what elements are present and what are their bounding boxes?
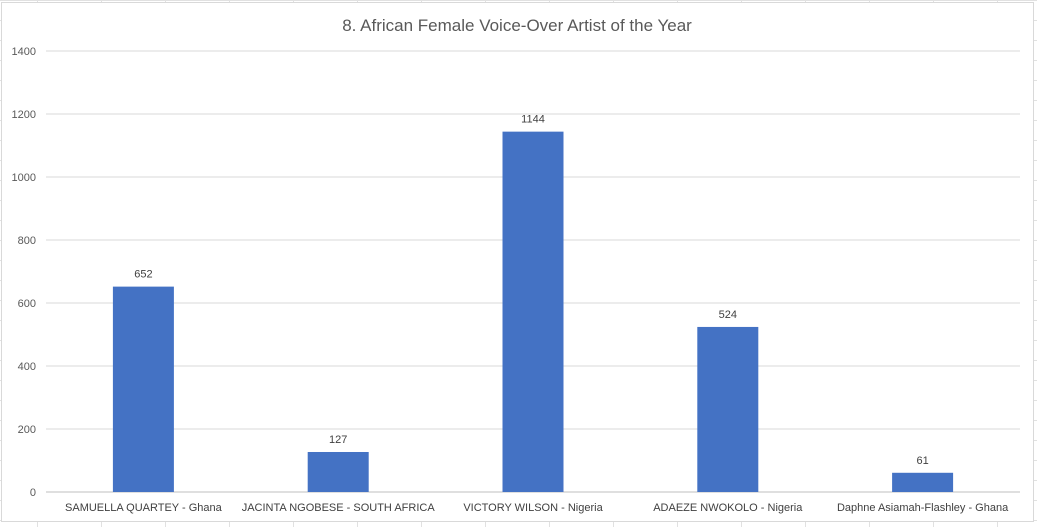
bar	[502, 131, 564, 492]
y-tick-label: 800	[18, 235, 36, 247]
bars	[112, 131, 954, 492]
chart-title: 8. African Female Voice-Over Artist of t…	[342, 16, 692, 35]
data-label: 524	[719, 309, 737, 321]
x-tick-label: ADAEZE NWOKOLO - Nigeria	[653, 502, 803, 514]
x-axis-tick-labels: SAMUELLA QUARTEY - Ghana JACINTA NGOBESE …	[65, 502, 1009, 514]
data-label: 61	[916, 455, 928, 467]
x-tick-label: SAMUELLA QUARTEY - Ghana	[65, 502, 223, 514]
bar	[892, 472, 954, 492]
data-label: 1144	[521, 114, 545, 126]
y-tick-label: 1000	[12, 172, 36, 184]
y-tick-label: 600	[18, 298, 36, 310]
bar	[697, 326, 759, 492]
y-tick-label: 400	[18, 361, 36, 373]
bar	[112, 286, 174, 492]
x-tick-label: Daphne Asiamah-Flashley - Ghana	[837, 502, 1009, 514]
data-labels: 652 127 1144 524 61	[134, 114, 929, 467]
y-axis-tick-labels: 0 200 400 600 800 1000 1200 1400	[12, 46, 36, 499]
y-tick-label: 200	[18, 424, 36, 436]
x-tick-label: JACINTA NGOBESE - SOUTH AFRICA	[242, 502, 436, 514]
bar	[307, 451, 369, 492]
data-label: 652	[134, 269, 152, 281]
data-label: 127	[329, 434, 347, 446]
y-tick-label: 0	[30, 487, 36, 499]
y-tick-label: 1200	[12, 109, 36, 121]
x-tick-label: VICTORY WILSON - Nigeria	[463, 502, 603, 514]
y-tick-label: 1400	[12, 46, 36, 58]
